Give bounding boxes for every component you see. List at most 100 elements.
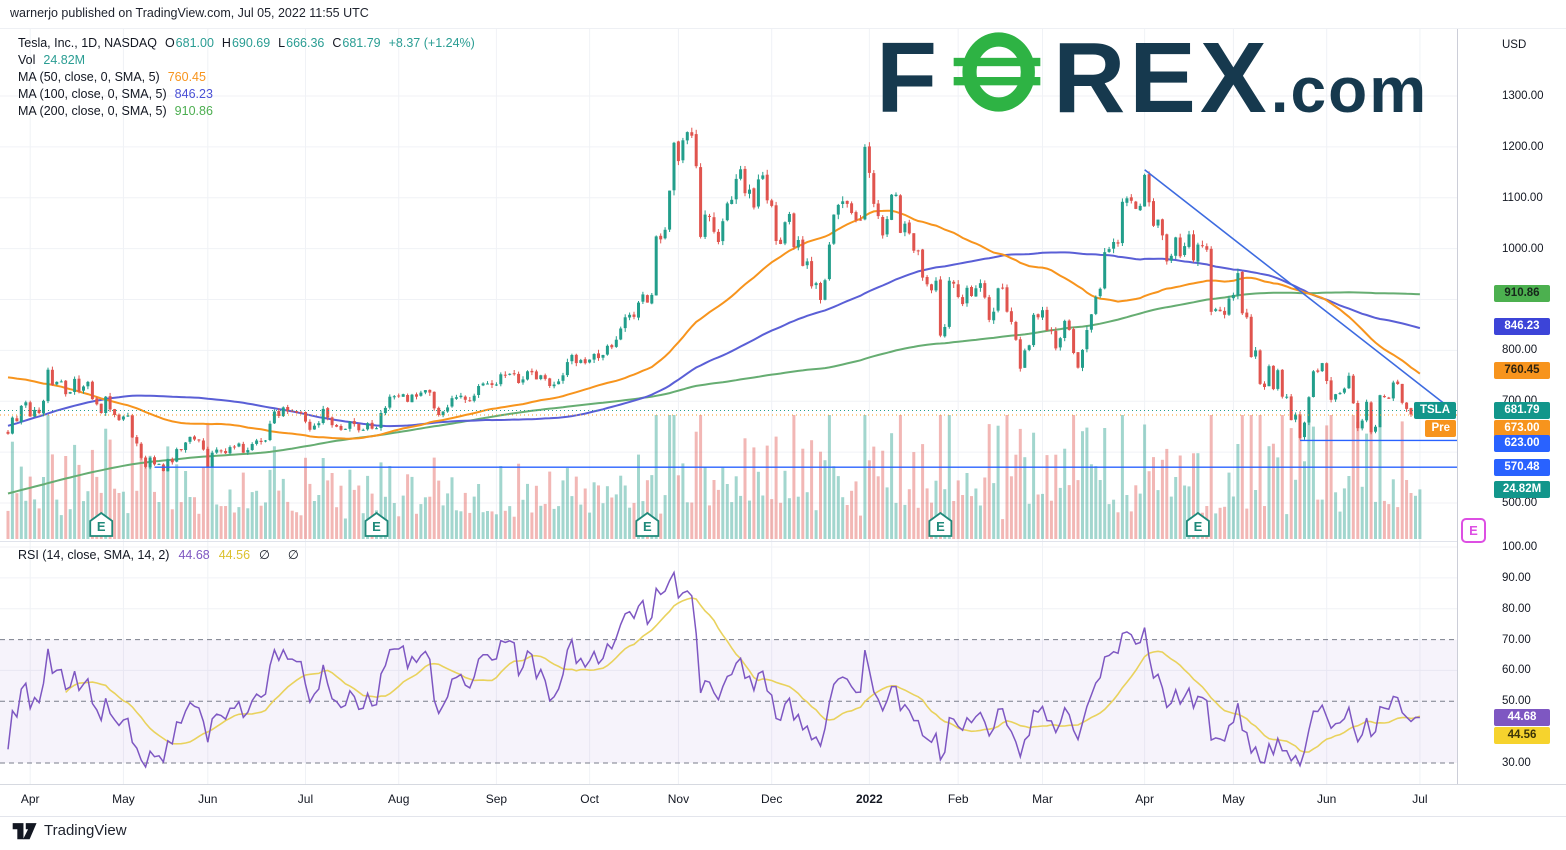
rsi-tick-label: 50.00 (1502, 695, 1531, 708)
price-badge: 910.86 (1494, 285, 1550, 303)
axis-currency-label: USD (1502, 39, 1527, 51)
rsi-value: 44.68 (178, 548, 210, 562)
rsi-line (7, 570, 1420, 769)
change-value: +8.37 (+1.24%) (388, 36, 475, 50)
price-badge: 570.48 (1494, 458, 1550, 476)
volume-badge: 24.82M (1494, 480, 1550, 498)
ma50-value: 760.45 (167, 70, 206, 84)
time-axis-label[interactable]: Sep (485, 792, 508, 806)
rsi-sma-line (65, 597, 1421, 753)
price-chip-tsla: TSLA (1413, 402, 1456, 420)
time-axis-label[interactable]: Mar (1032, 792, 1053, 806)
price-tick-label: 1200.00 (1502, 140, 1544, 153)
rsi-legend: RSI (14, close, SMA, 14, 2) 44.68 44.56 … (18, 547, 306, 562)
ma200-label[interactable]: MA (200, close, 0, SMA, 5) (18, 104, 167, 118)
price-badge: 623.00 (1494, 434, 1550, 452)
forexcom-logo-f: F (876, 22, 942, 134)
rsi-tick-label: 60.00 (1502, 664, 1531, 677)
price-axis[interactable]: USD E 1300.00 1200.00 1100.00 1000.00 800.00… (1457, 29, 1566, 816)
earnings-marker[interactable]: E (1186, 511, 1210, 537)
legend-ma100-row: MA (100, close, 0, SMA, 5) 846.23 (18, 87, 475, 104)
ma100-value: 846.23 (174, 87, 213, 101)
svg-text:E: E (372, 519, 381, 534)
svg-text:E: E (936, 519, 945, 534)
price-badge: 673.00 (1494, 419, 1550, 437)
rsi-title[interactable]: RSI (14, close, SMA, 14, 2) (18, 548, 170, 562)
time-axis-label[interactable]: Oct (580, 792, 599, 806)
forexcom-logo-com: .com (1270, 54, 1429, 126)
forexcom-logo-rex: REX (1053, 22, 1271, 134)
chart-area: E E E E E F REX .com Tesla, Inc., 1D, NASDAQ… (0, 23, 1566, 817)
footer-brand: TradingView (12, 820, 127, 840)
rsi-empty-values: ∅ ∅ (259, 547, 306, 562)
price-badge: 681.79 (1494, 402, 1550, 420)
svg-text:E: E (1194, 519, 1203, 534)
ma200-value: 910.86 (174, 104, 213, 118)
gridlines (0, 29, 1457, 784)
price-tick-label: 1100.00 (1502, 191, 1543, 204)
publish-attribution: warnerjo published on TradingView.com, J… (10, 6, 369, 20)
chart-legend: Tesla, Inc., 1D, NASDAQ O 681.00 H 690.69 … (18, 36, 475, 121)
price-chip-pre: Pre (1425, 419, 1456, 437)
volume-bars (6, 415, 1422, 539)
price-badge: 846.23 (1494, 318, 1550, 336)
drawings[interactable] (0, 169, 1457, 468)
earnings-marker[interactable]: E (635, 511, 660, 537)
tradingview-logo-icon[interactable] (12, 820, 38, 840)
volume-value: 24.82M (43, 53, 86, 67)
ma50-label[interactable]: MA (50, close, 0, SMA, 5) (18, 70, 160, 84)
ma100-label[interactable]: MA (100, close, 0, SMA, 5) (18, 87, 167, 101)
symbol-title[interactable]: Tesla, Inc., 1D, NASDAQ (18, 36, 157, 50)
price-tick-label: 500.00 (1502, 497, 1538, 510)
rsi-tick-label: 90.00 (1502, 571, 1531, 584)
volume-label: Vol (18, 53, 36, 67)
price-tick-label: 1000.00 (1502, 242, 1544, 255)
legend-volume-row: Vol 24.82M (18, 53, 475, 70)
rsi-tick-label: 30.00 (1502, 756, 1531, 769)
time-axis-label[interactable]: May (1222, 792, 1245, 806)
time-axis-label[interactable]: 2022 (856, 792, 883, 806)
time-axis-label[interactable]: Apr (20, 792, 40, 806)
rsi-band (0, 639, 1457, 764)
time-axis-label[interactable]: May (112, 792, 135, 806)
time-axis[interactable]: Apr May Jun Jul Aug Sep Oct Nov Dec 2022 Feb Mar Apr… (0, 784, 1566, 817)
time-axis-label[interactable]: Jun (1316, 792, 1337, 806)
rsi-tick-label: 100.00 (1502, 541, 1538, 553)
rsi-tick-label: 80.00 (1502, 602, 1531, 615)
ohlc-low: L 666.36 (278, 36, 325, 50)
price-tick-label: 1300.00 (1502, 90, 1544, 102)
time-axis-label[interactable]: Aug (388, 792, 410, 806)
rsi-sma-value: 44.56 (218, 548, 251, 562)
ohlc-high: H 690.69 (221, 36, 271, 50)
rsi-badge: 44.56 (1494, 726, 1550, 744)
tradingview-brand-name[interactable]: TradingView (44, 821, 127, 839)
earnings-marker[interactable]: E (89, 511, 114, 537)
price-tick-label: 800.00 (1502, 344, 1538, 357)
forexcom-logo: F REX .com (876, 23, 1428, 133)
earnings-marker[interactable]: E (364, 511, 389, 537)
price-badge: 760.45 (1494, 362, 1550, 380)
time-axis-label[interactable]: Apr (1135, 792, 1154, 806)
upcoming-earnings-icon[interactable]: E (1461, 518, 1486, 543)
forexcom-o-icon (953, 32, 1041, 112)
rsi-badge: 44.68 (1494, 709, 1550, 727)
time-axis-label[interactable]: Jun (198, 792, 218, 806)
ohlc-open: O 681.00 (164, 36, 214, 50)
svg-text:E: E (97, 519, 106, 534)
ohlc-close: C 681.79 (332, 36, 381, 50)
time-axis-label[interactable]: Nov (667, 792, 690, 806)
legend-ma50-row: MA (50, close, 0, SMA, 5) 760.45 (18, 70, 475, 87)
time-axis-label[interactable]: Jul (1412, 792, 1428, 806)
ma100-line[interactable] (7, 251, 1421, 428)
ma50-line[interactable] (7, 209, 1421, 440)
time-axis-label[interactable]: Jul (297, 792, 314, 806)
time-axis-label[interactable]: Dec (761, 792, 783, 806)
earnings-marker[interactable]: E (928, 511, 953, 537)
legend-symbol-row: Tesla, Inc., 1D, NASDAQ O 681.00 H 690.69 … (18, 36, 475, 53)
time-axis-label[interactable]: Feb (947, 792, 969, 806)
legend-ma200-row: MA (200, close, 0, SMA, 5) 910.86 (18, 104, 475, 121)
ma200-line[interactable] (7, 291, 1420, 495)
rsi-tick-label: 70.00 (1502, 633, 1531, 646)
